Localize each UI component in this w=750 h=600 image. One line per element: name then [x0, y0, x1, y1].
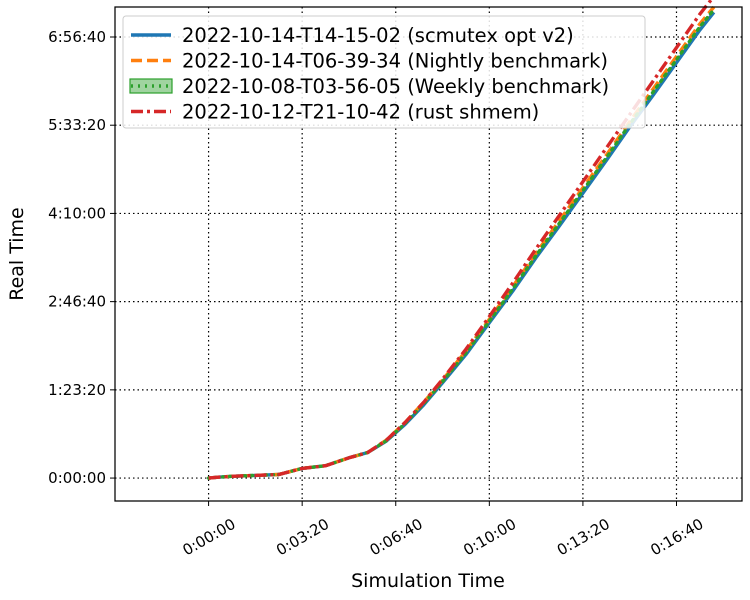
legend-frame [122, 15, 646, 129]
legend-entry-label: 2022-10-08-T03-56-05 (Weekly benchmark) [182, 75, 609, 98]
legend-entry-label: 2022-10-14-T14-15-02 (scmutex opt v2) [182, 24, 574, 47]
x-axis-ticks: 0:00:00 0:03:20 0:06:40 0:10:00 0:13:20 0:16:… [180, 501, 706, 560]
x-tick-label: 0:16:40 [647, 515, 706, 560]
y-tick-label: 0:00:00 [48, 469, 106, 487]
legend-swatch [129, 78, 173, 94]
legend-entry-label: 2022-10-12-T21-10-42 (rust shmem) [182, 101, 539, 124]
x-tick-label: 0:10:00 [460, 515, 519, 560]
legend: 2022-10-14-T14-15-02 (scmutex opt v2) 202… [122, 15, 646, 129]
y-tick-label: 4:10:00 [48, 204, 106, 222]
x-tick-label: 0:03:20 [273, 515, 332, 560]
plot-frame [114, 6, 743, 502]
x-tick-label: 0:13:20 [554, 515, 613, 560]
y-tick-label: 6:56:40 [48, 28, 106, 46]
legend-entry-label: 2022-10-14-T06-39-34 (Nightly benchmark) [182, 50, 608, 73]
x-tick-label: 0:06:40 [367, 515, 426, 560]
y-tick-label: 1:23:20 [48, 381, 106, 399]
y-tick-label: 5:33:20 [48, 116, 106, 134]
y-axis-ticks: 0:00:00 1:23:20 2:46:40 4:10:00 5:33:20 6:56:… [48, 28, 115, 487]
x-tick-label: 0:00:00 [180, 515, 239, 560]
y-tick-label: 2:46:40 [48, 293, 106, 311]
x-axis-label: Simulation Time [351, 570, 505, 592]
y-axis-label: Real Time [6, 207, 28, 301]
